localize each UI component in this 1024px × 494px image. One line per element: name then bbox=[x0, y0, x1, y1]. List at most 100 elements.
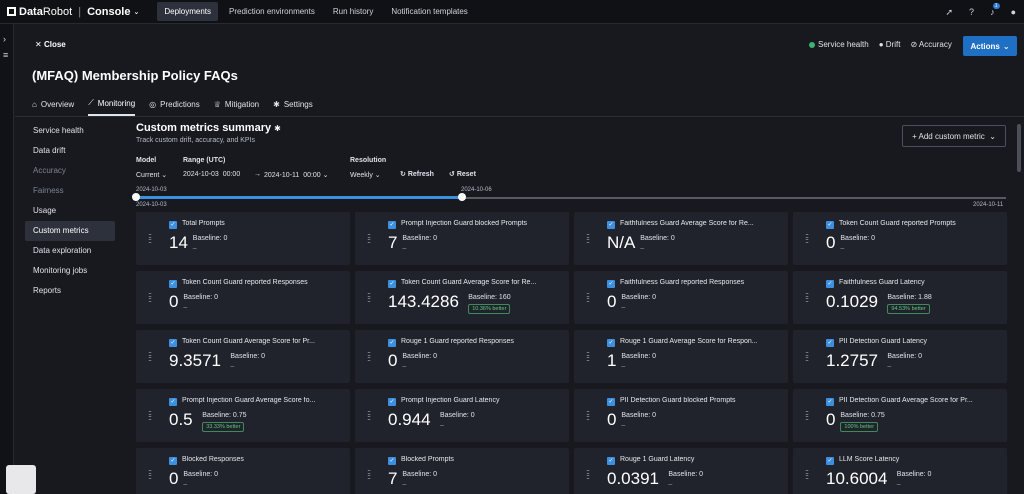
user-icon[interactable]: ● bbox=[1010, 7, 1016, 17]
subnav-item[interactable]: Monitoring jobs bbox=[33, 266, 88, 275]
metric-checkbox[interactable]: ✓ bbox=[169, 280, 177, 288]
metric-checkbox[interactable]: ✓ bbox=[826, 280, 834, 288]
resolution-select[interactable]: Weekly ⌄ bbox=[350, 171, 381, 179]
drag-handle-icon[interactable]: ⁚⁚ ⁚⁚ bbox=[367, 292, 371, 304]
metric-checkbox[interactable]: ✓ bbox=[169, 398, 177, 406]
metric-checkbox[interactable]: ✓ bbox=[388, 457, 396, 465]
subnav-item[interactable]: Custom metrics bbox=[25, 221, 115, 241]
metric-card[interactable]: ⁚⁚ ⁚⁚ ✓ Rouge 1 Guard Average Score for Res… bbox=[574, 330, 788, 383]
datarobot-logo[interactable]: Data Robot | bbox=[7, 6, 87, 18]
scrollbar[interactable] bbox=[1017, 124, 1021, 172]
metric-checkbox[interactable]: ✓ bbox=[607, 339, 615, 347]
drag-handle-icon[interactable]: ⁚⁚ ⁚⁚ bbox=[148, 469, 152, 481]
chat-widget-button[interactable] bbox=[6, 465, 36, 494]
topnav-item[interactable]: Notification templates bbox=[391, 7, 468, 16]
subnav-item[interactable]: Data exploration bbox=[33, 246, 92, 255]
tab-monitoring[interactable]: ⟋ Monitoring bbox=[88, 98, 136, 116]
model-select[interactable]: Current ⌄ bbox=[136, 171, 167, 179]
range-start-input[interactable]: 2024-10-03 00:00 bbox=[183, 171, 240, 178]
metric-checkbox[interactable]: ✓ bbox=[169, 339, 177, 347]
metric-checkbox[interactable]: ✓ bbox=[607, 221, 615, 229]
tab-settings[interactable]: ✱ Settings bbox=[273, 98, 313, 116]
drag-handle-icon[interactable]: ⁚⁚ ⁚⁚ bbox=[805, 469, 809, 481]
drag-handle-icon[interactable]: ⁚⁚ ⁚⁚ bbox=[367, 233, 371, 245]
drag-handle-icon[interactable]: ⁚⁚ ⁚⁚ bbox=[586, 469, 590, 481]
metric-checkbox[interactable]: ✓ bbox=[826, 398, 834, 406]
drag-handle-icon[interactable]: ⁚⁚ ⁚⁚ bbox=[148, 233, 152, 245]
subnav-item[interactable]: Reports bbox=[33, 286, 62, 295]
metric-checkbox[interactable]: ✓ bbox=[169, 221, 177, 229]
slider-end-handle[interactable] bbox=[458, 193, 466, 201]
drag-handle-icon[interactable]: ⁚⁚ ⁚⁚ bbox=[367, 410, 371, 422]
metric-card[interactable]: ⁚⁚ ⁚⁚ ✓ Rouge 1 Guard reported Responses 0 Ba… bbox=[355, 330, 569, 383]
metric-card[interactable]: ⁚⁚ ⁚⁚ ✓ Blocked Prompts 7 Baseline: 0 – bbox=[355, 448, 569, 494]
metric-card[interactable]: ⁚⁚ ⁚⁚ ✓ Token Count Guard reported Response… bbox=[136, 271, 350, 324]
metric-card[interactable]: ⁚⁚ ⁚⁚ ✓ Token Count Guard Average Score for… bbox=[136, 330, 350, 383]
metric-checkbox[interactable]: ✓ bbox=[388, 398, 396, 406]
drag-handle-icon[interactable]: ⁚⁚ ⁚⁚ bbox=[586, 233, 590, 245]
metric-checkbox[interactable]: ✓ bbox=[169, 457, 177, 465]
drag-handle-icon[interactable]: ⁚⁚ ⁚⁚ bbox=[805, 292, 809, 304]
menu-icon[interactable]: ≡ bbox=[3, 50, 9, 60]
metric-card[interactable]: ⁚⁚ ⁚⁚ ✓ PII Detection Guard Latency 1.2757 Ba… bbox=[793, 330, 1007, 383]
drag-handle-icon[interactable]: ⁚⁚ ⁚⁚ bbox=[148, 351, 152, 363]
drag-handle-icon[interactable]: ⁚⁚ ⁚⁚ bbox=[586, 292, 590, 304]
subnav-item[interactable]: Data drift bbox=[33, 146, 66, 155]
service-health-status[interactable]: Service health bbox=[809, 40, 869, 49]
drag-handle-icon[interactable]: ⁚⁚ ⁚⁚ bbox=[586, 410, 590, 422]
metric-card[interactable]: ⁚⁚ ⁚⁚ ✓ Token Count Guard Average Score for… bbox=[355, 271, 569, 324]
drag-handle-icon[interactable]: ⁚⁚ ⁚⁚ bbox=[805, 410, 809, 422]
refresh-button[interactable]: ↻ Refresh bbox=[400, 170, 434, 178]
metric-card[interactable]: ⁚⁚ ⁚⁚ ✓ Faithfulness Guard reported Respons… bbox=[574, 271, 788, 324]
drag-handle-icon[interactable]: ⁚⁚ ⁚⁚ bbox=[148, 410, 152, 422]
metric-card[interactable]: ⁚⁚ ⁚⁚ ✓ PII Detection Guard Average Score f… bbox=[793, 389, 1007, 442]
drag-handle-icon[interactable]: ⁚⁚ ⁚⁚ bbox=[367, 469, 371, 481]
metric-card[interactable]: ⁚⁚ ⁚⁚ ✓ Blocked Responses 0 Baseline: 0 – bbox=[136, 448, 350, 494]
drag-handle-icon[interactable]: ⁚⁚ ⁚⁚ bbox=[586, 351, 590, 363]
subnav-item[interactable]: Fairness bbox=[33, 186, 64, 195]
close-button[interactable]: ✕ Close bbox=[35, 40, 66, 49]
subnav-item[interactable]: Usage bbox=[33, 206, 57, 215]
actions-button[interactable]: Actions ⌄ bbox=[963, 36, 1017, 56]
metric-checkbox[interactable]: ✓ bbox=[388, 280, 396, 288]
metric-card[interactable]: ⁚⁚ ⁚⁚ ✓ Total Prompts 14 Baseline: 0 – bbox=[136, 212, 350, 265]
metric-checkbox[interactable]: ✓ bbox=[388, 339, 396, 347]
date-slider-track[interactable] bbox=[136, 197, 1006, 199]
expand-chevron-icon[interactable]: › bbox=[3, 34, 6, 44]
metric-card[interactable]: ⁚⁚ ⁚⁚ ✓ Prompt Injection Guard Average Scor… bbox=[136, 389, 350, 442]
metric-checkbox[interactable]: ✓ bbox=[607, 280, 615, 288]
add-custom-metric-button[interactable]: + Add custom metric ⌄ bbox=[902, 125, 1006, 147]
drag-handle-icon[interactable]: ⁚⁚ ⁚⁚ bbox=[148, 292, 152, 304]
metric-checkbox[interactable]: ✓ bbox=[607, 398, 615, 406]
topnav-item[interactable]: Run history bbox=[332, 7, 374, 16]
rocket-icon[interactable]: ➚ bbox=[945, 6, 954, 17]
metric-checkbox[interactable]: ✓ bbox=[826, 221, 834, 229]
metric-checkbox[interactable]: ✓ bbox=[607, 457, 615, 465]
subnav-item[interactable]: Service health bbox=[33, 126, 84, 135]
drag-handle-icon[interactable]: ⁚⁚ ⁚⁚ bbox=[805, 233, 809, 245]
metric-card[interactable]: ⁚⁚ ⁚⁚ ✓ Faithfulness Guard Latency 0.1029 Bas… bbox=[793, 271, 1007, 324]
topnav-item[interactable]: Prediction environments bbox=[229, 7, 315, 16]
gear-icon[interactable]: ✱ bbox=[274, 124, 281, 133]
tab-overview[interactable]: ⌂ Overview bbox=[32, 98, 74, 116]
range-end-input[interactable]: 2024-10-11 00:00 ⌄ bbox=[264, 171, 329, 179]
drift-status[interactable]: ● Drift bbox=[879, 40, 901, 49]
metric-checkbox[interactable]: ✓ bbox=[826, 339, 834, 347]
topnav-item[interactable]: Deployments bbox=[157, 2, 219, 21]
metric-checkbox[interactable]: ✓ bbox=[826, 457, 834, 465]
bell-icon[interactable]: ♪ 1 bbox=[990, 3, 1000, 17]
metric-card[interactable]: ⁚⁚ ⁚⁚ ✓ Prompt Injection Guard blocked Prom… bbox=[355, 212, 569, 265]
metric-card[interactable]: ⁚⁚ ⁚⁚ ✓ Faithfulness Guard Average Score fo… bbox=[574, 212, 788, 265]
console-menu[interactable]: Console ⌄ bbox=[87, 6, 139, 18]
metric-card[interactable]: ⁚⁚ ⁚⁚ ✓ Token Count Guard reported Prompts 0… bbox=[793, 212, 1007, 265]
drag-handle-icon[interactable]: ⁚⁚ ⁚⁚ bbox=[367, 351, 371, 363]
tab-mitigation[interactable]: ♕ Mitigation bbox=[214, 98, 259, 116]
slider-start-handle[interactable] bbox=[132, 193, 140, 201]
subnav-item[interactable]: Accuracy bbox=[33, 166, 66, 175]
metric-card[interactable]: ⁚⁚ ⁚⁚ ✓ Prompt Injection Guard Latency 0.944… bbox=[355, 389, 569, 442]
drag-handle-icon[interactable]: ⁚⁚ ⁚⁚ bbox=[805, 351, 809, 363]
reset-button[interactable]: ↺ Reset bbox=[449, 170, 476, 178]
tab-predictions[interactable]: ◎ Predictions bbox=[149, 98, 200, 116]
help-icon[interactable]: ? bbox=[969, 7, 975, 17]
metric-card[interactable]: ⁚⁚ ⁚⁚ ✓ LLM Score Latency 10.6004 Baseline: 0… bbox=[793, 448, 1007, 494]
